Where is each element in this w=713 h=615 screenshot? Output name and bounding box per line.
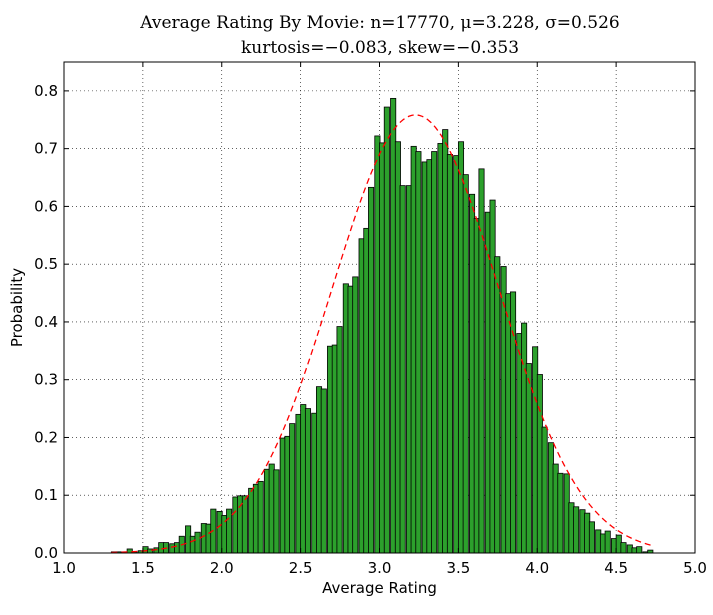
x-axis-ticks: 1.0 1.5 2.0 2.5 3.0 3.5 4.0 4.5 5.0 bbox=[52, 62, 707, 577]
histogram-bar bbox=[620, 542, 627, 554]
x-tick-label: 4.5 bbox=[604, 559, 628, 577]
y-tick-label: 0.3 bbox=[34, 371, 58, 389]
histogram-bar bbox=[636, 546, 643, 554]
x-tick-label: 3.0 bbox=[368, 559, 392, 577]
x-tick-label: 1.0 bbox=[52, 559, 76, 577]
y-tick-label: 0.4 bbox=[34, 313, 58, 331]
histogram-bar bbox=[352, 276, 359, 554]
histogram-bar bbox=[462, 174, 469, 554]
histogram-bar bbox=[368, 186, 375, 554]
x-tick-label: 2.0 bbox=[210, 559, 234, 577]
histogram-bar bbox=[304, 408, 312, 554]
chart-subtitle: kurtosis=−0.083, skew=−0.353 bbox=[241, 38, 519, 58]
histogram-bar bbox=[573, 506, 580, 554]
y-tick-label: 0.7 bbox=[34, 140, 58, 158]
histogram-bar bbox=[273, 469, 280, 554]
histogram-bar bbox=[588, 521, 595, 554]
histogram-bar bbox=[383, 106, 390, 554]
histogram-bar bbox=[241, 495, 248, 554]
y-tick-label: 0.5 bbox=[34, 255, 58, 273]
histogram-bar bbox=[557, 472, 564, 554]
y-axis-label: Probability bbox=[8, 268, 26, 347]
histogram-bar bbox=[604, 530, 611, 554]
histogram-bar bbox=[446, 154, 453, 554]
x-tick-label: 4.0 bbox=[525, 559, 549, 577]
histogram-bar bbox=[510, 291, 517, 554]
histogram-bar bbox=[320, 388, 327, 554]
histogram-bar bbox=[336, 326, 343, 554]
chart-title: Average Rating By Movie: n=17770, μ=3.22… bbox=[139, 13, 619, 33]
y-tick-label: 0.1 bbox=[34, 486, 58, 504]
y-axis-ticks: 0.0 0.1 0.2 0.3 0.4 0.5 0.6 0.7 0.8 bbox=[34, 82, 695, 562]
histogram-bar bbox=[399, 185, 406, 554]
histogram-bar bbox=[431, 151, 438, 554]
x-tick-label: 3.5 bbox=[446, 559, 470, 577]
histogram-bar bbox=[525, 363, 532, 554]
histogram-bar bbox=[226, 508, 233, 554]
y-tick-label: 0.2 bbox=[34, 428, 58, 446]
x-tick-label: 5.0 bbox=[683, 559, 707, 577]
histogram-bar bbox=[257, 480, 264, 554]
y-tick-label: 0.8 bbox=[34, 82, 58, 100]
histogram-bar bbox=[194, 531, 201, 554]
histogram-bar bbox=[541, 426, 548, 554]
y-tick-label: 0.0 bbox=[34, 544, 58, 562]
x-tick-label: 2.5 bbox=[289, 559, 313, 577]
y-tick-label: 0.6 bbox=[34, 197, 58, 215]
x-axis-label: Average Rating bbox=[322, 579, 437, 597]
x-tick-label: 1.5 bbox=[131, 559, 155, 577]
normal-fit-curve bbox=[111, 114, 653, 554]
histogram-bar bbox=[415, 151, 422, 554]
histogram-bar bbox=[289, 423, 296, 554]
histogram-bar bbox=[494, 256, 501, 554]
